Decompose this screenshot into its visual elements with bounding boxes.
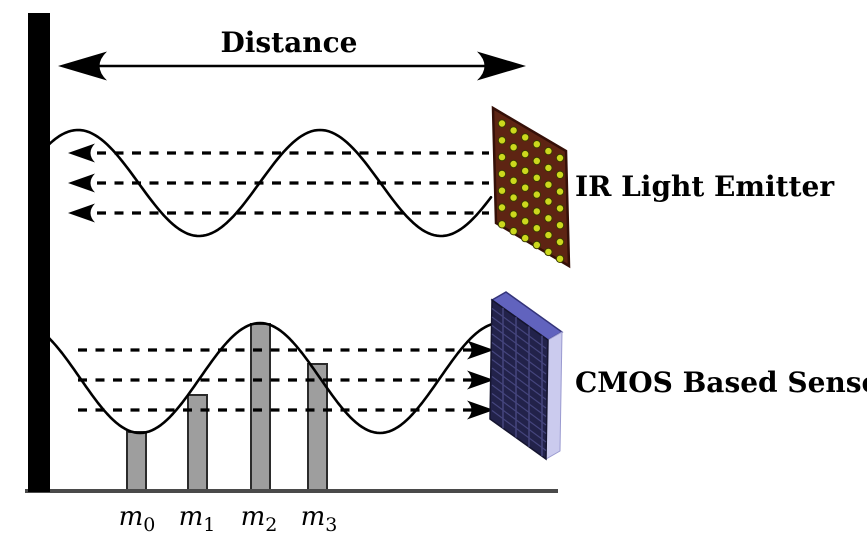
- led-dot-icon: [544, 214, 553, 223]
- ir-emitter-panel: [491, 105, 571, 269]
- led-dot-icon: [532, 140, 541, 149]
- led-dot-icon: [544, 180, 553, 189]
- sample-bar-m0: [126, 431, 147, 491]
- led-dot-icon: [521, 233, 530, 243]
- emitted-rays: [97, 151, 489, 215]
- led-dot-icon: [555, 221, 565, 230]
- emitter-led-array-icon: [497, 119, 565, 263]
- led-dot-icon: [497, 220, 507, 229]
- led-dot-icon: [544, 163, 553, 173]
- led-dot-icon: [497, 152, 507, 162]
- baseline: [25, 489, 558, 493]
- sensor-ridge-line: [491, 325, 547, 366]
- led-dot-icon: [521, 133, 530, 142]
- led-dot-icon: [532, 207, 541, 216]
- led-dot-icon: [509, 126, 518, 135]
- label-m2: m2: [241, 502, 278, 536]
- led-dot-icon: [555, 187, 565, 196]
- led-dot-icon: [555, 153, 565, 163]
- led-dot-icon: [544, 146, 553, 156]
- led-dot-icon: [497, 119, 507, 128]
- emitter-label: IR Light Emitter: [575, 170, 835, 203]
- measurement-bars: [126, 323, 328, 491]
- reflected-wave: [45, 321, 493, 435]
- emitted-ray-arrowheads: [68, 143, 95, 223]
- led-dot-icon: [555, 237, 565, 247]
- sensor-ridge-line: [491, 316, 547, 358]
- sensor-pixel-grid-icon: [491, 307, 547, 457]
- sensor-ridge-line: [491, 308, 547, 349]
- right-arrowhead-icon: [467, 400, 494, 420]
- sensor-ridge-line: [491, 350, 547, 392]
- led-dot-icon: [509, 176, 518, 186]
- label-m0: m0: [119, 502, 156, 536]
- led-dot-icon: [497, 203, 507, 212]
- sensor-ridge-line: [491, 333, 547, 375]
- led-dot-icon: [521, 183, 530, 192]
- led-dot-icon: [544, 197, 553, 206]
- right-arrowhead-icon: [467, 370, 494, 390]
- right-arrowhead-icon: [477, 51, 526, 81]
- led-dot-icon: [497, 169, 507, 179]
- sensor-ridge-line: [491, 393, 547, 434]
- led-dot-icon: [532, 240, 541, 250]
- led-dot-icon: [509, 193, 518, 202]
- left-arrowhead-icon: [68, 143, 95, 163]
- sensor-ridge-line: [491, 401, 547, 443]
- sensor-ridge-line: [491, 384, 547, 426]
- led-dot-icon: [555, 170, 565, 180]
- right-arrowhead-icon: [467, 340, 494, 360]
- reflected-ray-arrowheads: [467, 340, 494, 420]
- emitted-wave: [45, 128, 493, 238]
- led-dot-icon: [532, 224, 541, 233]
- sensor-label: CMOS Based Sensor: [575, 366, 867, 399]
- led-dot-icon: [521, 149, 530, 159]
- label-m1: m1: [179, 502, 216, 536]
- reflected-rays: [78, 348, 474, 412]
- left-arrowhead-icon: [58, 51, 107, 81]
- led-dot-icon: [532, 190, 541, 199]
- led-dot-icon: [521, 166, 530, 176]
- led-dot-icon: [509, 210, 518, 219]
- led-dot-icon: [509, 227, 518, 236]
- led-dot-icon: [532, 156, 541, 166]
- sensor-ridge-line: [491, 367, 547, 409]
- cmos-sensor-panel: [489, 291, 564, 461]
- led-dot-icon: [521, 217, 530, 226]
- led-dot-icon: [521, 200, 530, 209]
- led-dot-icon: [555, 254, 565, 263]
- led-dot-icon: [509, 159, 518, 169]
- measurement-labels: m0 m1 m2 m3: [119, 502, 338, 536]
- led-dot-icon: [532, 173, 541, 183]
- led-dot-icon: [509, 143, 518, 152]
- left-arrowhead-icon: [68, 173, 95, 193]
- sensor-ridge-line: [491, 410, 547, 451]
- led-dot-icon: [497, 136, 507, 145]
- left-arrowhead-icon: [68, 203, 95, 223]
- sensor-ridge-line: [491, 342, 547, 383]
- label-m3: m3: [301, 502, 338, 536]
- target-wall: [28, 13, 50, 492]
- led-dot-icon: [497, 186, 507, 195]
- led-dot-icon: [555, 204, 565, 213]
- distance-label: Distance: [221, 26, 358, 59]
- distance-arrow: [58, 51, 526, 81]
- led-dot-icon: [544, 230, 553, 240]
- led-dot-icon: [544, 247, 553, 257]
- sensor-ridge-line: [491, 376, 547, 417]
- sensor-ridge-line: [491, 359, 547, 400]
